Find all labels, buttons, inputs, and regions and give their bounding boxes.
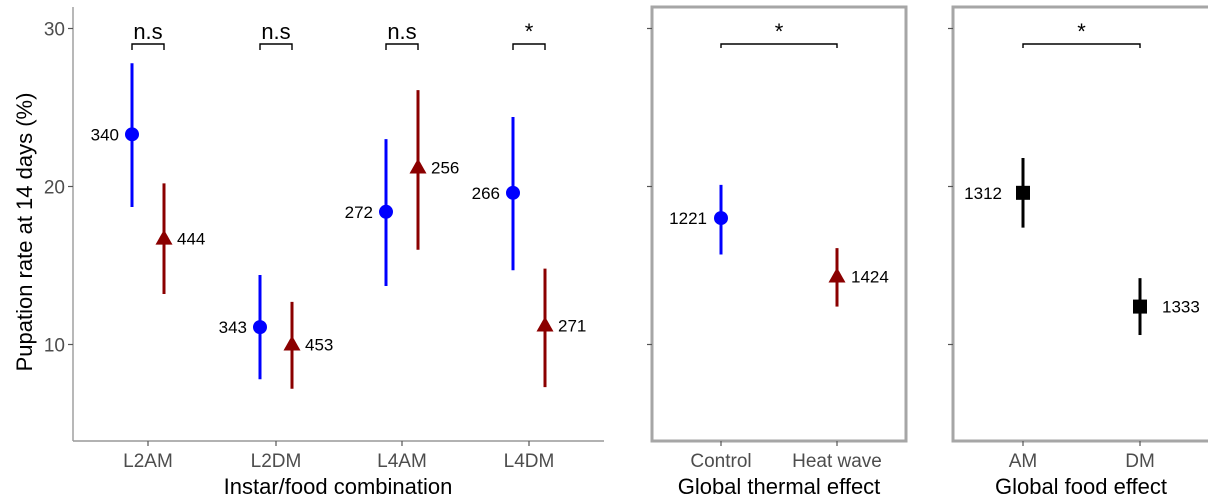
data-point: [1133, 299, 1147, 314]
data-point: [253, 320, 267, 335]
panel-border: [650, 5, 908, 443]
data-point: [1016, 185, 1030, 200]
data-label: 1221: [669, 209, 707, 228]
data-label: 343: [219, 318, 247, 337]
x-tick-label: L4AM: [377, 451, 427, 472]
x-tick-label: Heat wave: [792, 451, 882, 472]
x-tick-label: DM: [1125, 451, 1155, 472]
significance-bracket: [1022, 43, 1141, 48]
data-label: 1424: [851, 268, 889, 287]
y-tick-label: 30: [44, 20, 65, 41]
x-tick-label: L4DM: [504, 451, 555, 472]
data-point: [714, 211, 728, 226]
data-point: [379, 204, 393, 219]
x-axis-title-instar-food: Instar/food combination: [224, 474, 453, 499]
x-tick-label: L2AM: [123, 451, 173, 472]
significance-label: n.s: [261, 19, 290, 44]
panel-thermal-effect: Control Heat wave 1221 1424 *: [647, 5, 908, 472]
data-point: [125, 127, 139, 142]
y-tick-label: 20: [44, 178, 65, 199]
data-label: 453: [305, 336, 333, 355]
data-label: 256: [431, 159, 459, 178]
data-label: 1312: [964, 184, 1002, 203]
significance-bracket: [385, 43, 419, 50]
significance-label: *: [775, 19, 784, 44]
x-axis-title-food-effect: Global food effect: [995, 474, 1167, 499]
data-label: 444: [177, 230, 205, 249]
significance-label: *: [1077, 19, 1086, 44]
panel-instar-food: 10 20 30 L2AM L2DM L4AM L4DM 340 343 272 266 444 453…: [44, 7, 604, 472]
significance-label: n.s: [133, 19, 162, 44]
significance-bracket: [259, 43, 293, 50]
data-label: 266: [472, 184, 500, 203]
y-tick-label: 10: [44, 336, 65, 357]
data-point: [506, 185, 520, 200]
data-point: [155, 229, 173, 245]
panel-border: [951, 5, 1208, 443]
significance-label: *: [525, 19, 534, 44]
data-label: 271: [558, 317, 586, 336]
significance-bracket: [131, 43, 165, 50]
data-point: [536, 316, 554, 332]
data-point: [283, 335, 301, 351]
significance-label: n.s: [387, 19, 416, 44]
data-label: 340: [91, 125, 119, 144]
x-tick-label: AM: [1009, 451, 1038, 472]
data-point: [828, 267, 846, 283]
x-tick-label: Control: [690, 451, 751, 472]
panel-food-effect: AM DM 1312 1333 *: [948, 5, 1208, 472]
significance-bracket: [720, 43, 838, 48]
x-axis-title-thermal-effect: Global thermal effect: [678, 474, 881, 499]
x-tick-label: L2DM: [251, 451, 302, 472]
significance-bracket: [512, 43, 546, 50]
y-axis-title: Pupation rate at 14 days (%): [12, 93, 37, 372]
data-label: 272: [345, 203, 373, 222]
data-point: [409, 158, 427, 174]
data-label: 1333: [1162, 298, 1200, 317]
